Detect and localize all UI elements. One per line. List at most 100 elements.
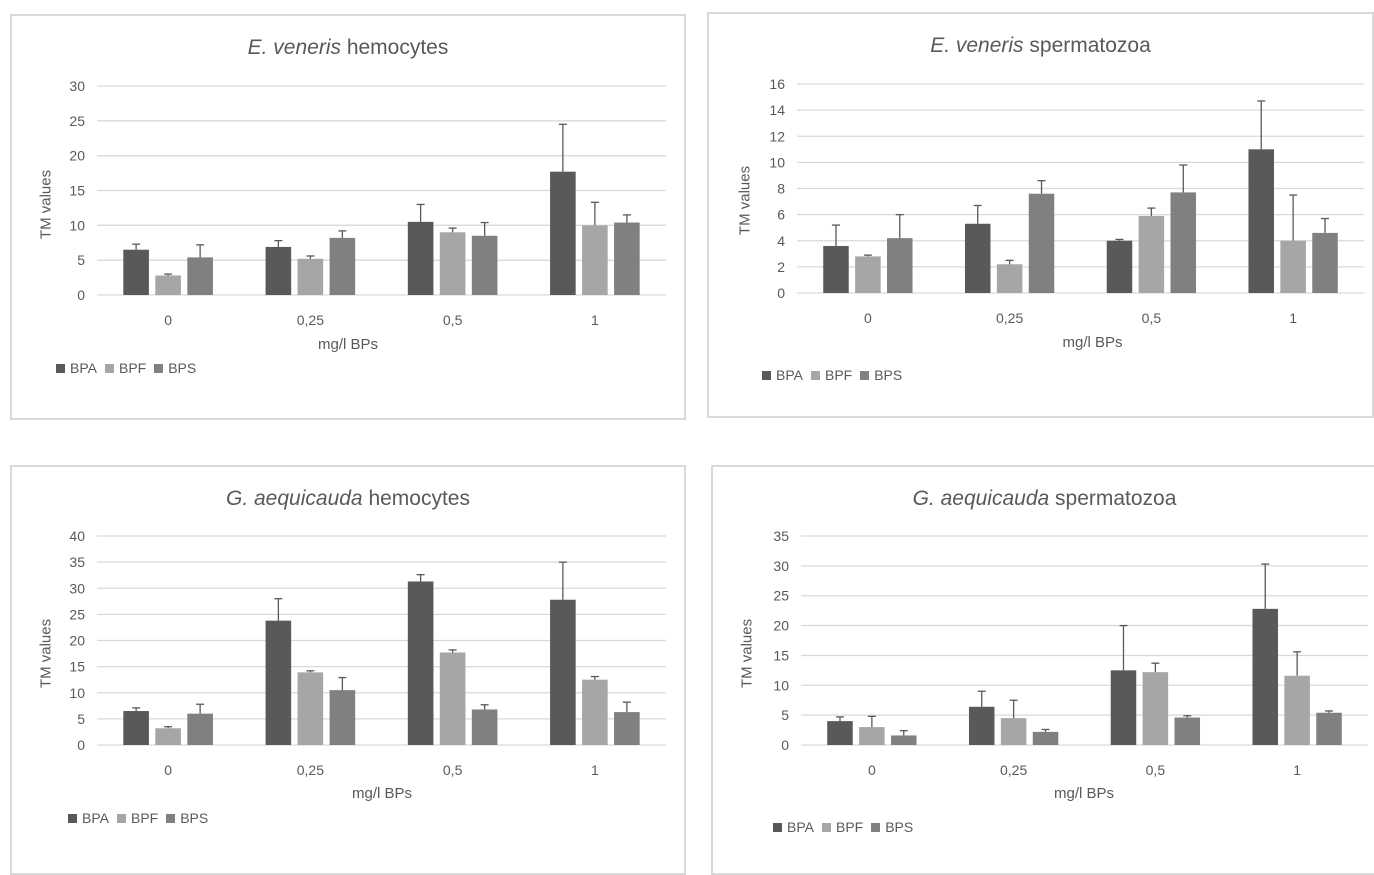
- legend-label: BPA: [787, 819, 814, 835]
- bar-bpa: [1106, 240, 1133, 293]
- y-tick-label: 20: [69, 148, 85, 164]
- x-tick-label: 1: [1293, 762, 1301, 778]
- y-tick-label: 8: [777, 181, 785, 197]
- bar-bpf: [1280, 240, 1306, 293]
- x-axis-label: mg/l BPs: [1053, 785, 1114, 802]
- y-tick-label: 25: [69, 113, 85, 129]
- legend-swatch: [116, 813, 126, 823]
- legend-item-bpf: BPF: [104, 360, 146, 376]
- legend-item-bps: BPS: [154, 360, 196, 376]
- x-tick-label: 0,25: [297, 312, 324, 328]
- bar-bps: [614, 712, 640, 745]
- x-tick-label: 0,25: [996, 310, 1023, 326]
- y-tick-label: 5: [77, 711, 85, 727]
- chart-panel-ev-hemocytes: E. veneris hemocytes 0 5 10 15 20 25 30 0 0,25 0,…: [10, 14, 686, 420]
- y-tick-label: 30: [69, 78, 85, 94]
- chart-panel-ev-spermatozoa: E. veneris spermatozoa 0 2 4 6 8 10 12 14 16 0 0,2…: [707, 12, 1374, 418]
- y-tick-label: 5: [77, 252, 85, 268]
- legend-item-bpf: BPF: [810, 367, 853, 383]
- legend-swatch: [104, 363, 114, 373]
- bar-bpf: [1138, 215, 1165, 293]
- chart-title-cell: spermatozoa: [1049, 487, 1177, 510]
- x-axis-label: mg/l BPs: [317, 336, 378, 353]
- legend-swatch: [56, 363, 65, 373]
- bar-bpa: [265, 246, 292, 295]
- x-tick-label: 0,5: [443, 312, 463, 328]
- chart-title: G. aequicauda spermatozoa: [713, 487, 1374, 511]
- y-tick-label: 0: [77, 287, 85, 303]
- legend-swatch: [154, 363, 164, 373]
- legend-item-bps: BPS: [860, 367, 902, 383]
- legend-swatch: [860, 370, 870, 380]
- chart-title: E. veneris hemocytes: [12, 36, 684, 60]
- bar-chart: 0 5 10 15 20 25 30 35 0 0,25 0,5 1: [773, 528, 1368, 778]
- y-axis-label: TM values: [738, 618, 756, 689]
- chart-panel-ga-hemocytes: G. aequicauda hemocytes 0 5 10 15 20 25 30 35 40…: [10, 465, 686, 875]
- legend-swatch: [166, 813, 176, 823]
- chart-title-cell: hemocytes: [362, 487, 470, 510]
- legend-item-bpa: BPA: [68, 810, 109, 826]
- chart-title-species: E. veneris: [247, 36, 341, 59]
- legend-swatch: [68, 813, 77, 823]
- bar-bpa: [550, 171, 576, 295]
- chart-panel-ga-spermatozoa: G. aequicauda spermatozoa 0 5 10 15 20 25 30 35…: [711, 465, 1374, 875]
- y-axis-label: TM values: [37, 618, 55, 689]
- legend: BPA BPF BPS: [762, 367, 910, 383]
- x-tick-label: 0,5: [443, 762, 463, 778]
- bar-bpf: [859, 727, 885, 745]
- bar-bpf: [855, 256, 881, 293]
- bar-bps: [471, 235, 498, 295]
- legend-label: BPS: [168, 360, 197, 376]
- bar-chart: 0 5 10 15 20 25 30 0 0,25 0,5 1: [69, 78, 666, 328]
- bar-bps: [329, 237, 356, 295]
- y-tick-label: 14: [769, 102, 785, 118]
- x-tick-label: 0: [864, 310, 872, 326]
- bar-bpa: [407, 581, 434, 745]
- y-tick-label: 0: [781, 737, 789, 753]
- x-tick-label: 0,5: [1142, 310, 1162, 326]
- legend-label: BPS: [885, 819, 914, 835]
- bar-bpa: [407, 221, 434, 295]
- legend-label: BPF: [835, 819, 864, 835]
- bar-chart: 0 2 4 6 8 10 12 14 16 0 0,25 0,5 1: [769, 76, 1364, 326]
- bar-bpa: [265, 620, 292, 745]
- bar-bps: [1028, 193, 1055, 293]
- bar-bps: [1316, 712, 1342, 745]
- legend: BPA BPF BPS: [68, 810, 216, 826]
- y-tick-label: 40: [69, 528, 85, 544]
- legend-label: BPS: [874, 367, 903, 383]
- bar-bpa: [964, 223, 991, 293]
- y-tick-label: 5: [781, 707, 789, 723]
- x-tick-label: 0,25: [1000, 762, 1027, 778]
- chart-title-species: G. aequicauda: [912, 487, 1050, 510]
- y-tick-label: 2: [777, 259, 785, 275]
- legend-label: BPF: [824, 367, 853, 383]
- bar-bpa: [1248, 149, 1274, 293]
- y-tick-label: 30: [69, 580, 85, 596]
- x-axis-label: mg/l BPs: [351, 785, 412, 802]
- bar-bpa: [1252, 608, 1278, 745]
- bar-bpa: [827, 721, 853, 745]
- y-axis-label: TM values: [37, 169, 55, 240]
- bar-bpa: [968, 706, 995, 745]
- legend-label: BPA: [70, 360, 97, 376]
- bar-chart: 0 5 10 15 20 25 30 35 40 0 0,25 0,5 1: [69, 528, 666, 778]
- bar-bpf: [155, 275, 181, 295]
- legend-label: BPF: [130, 810, 159, 826]
- legend-swatch: [810, 370, 820, 380]
- bar-bpf: [1000, 718, 1027, 745]
- y-tick-label: 15: [69, 183, 85, 199]
- bar-bps: [887, 238, 913, 293]
- legend: BPA BPF BPS: [773, 819, 921, 835]
- x-tick-label: 0: [164, 312, 172, 328]
- chart-title-species: E. veneris: [930, 34, 1024, 57]
- bar-bps: [329, 690, 356, 745]
- bar-bpa: [550, 599, 576, 745]
- bar-bpa: [1110, 670, 1137, 745]
- bar-bpf: [297, 258, 324, 295]
- bar-bpf: [582, 225, 608, 295]
- x-tick-label: 0: [868, 762, 876, 778]
- x-tick-label: 1: [1289, 310, 1297, 326]
- chart-title-cell: spermatozoa: [1023, 34, 1151, 57]
- x-tick-label: 0: [164, 762, 172, 778]
